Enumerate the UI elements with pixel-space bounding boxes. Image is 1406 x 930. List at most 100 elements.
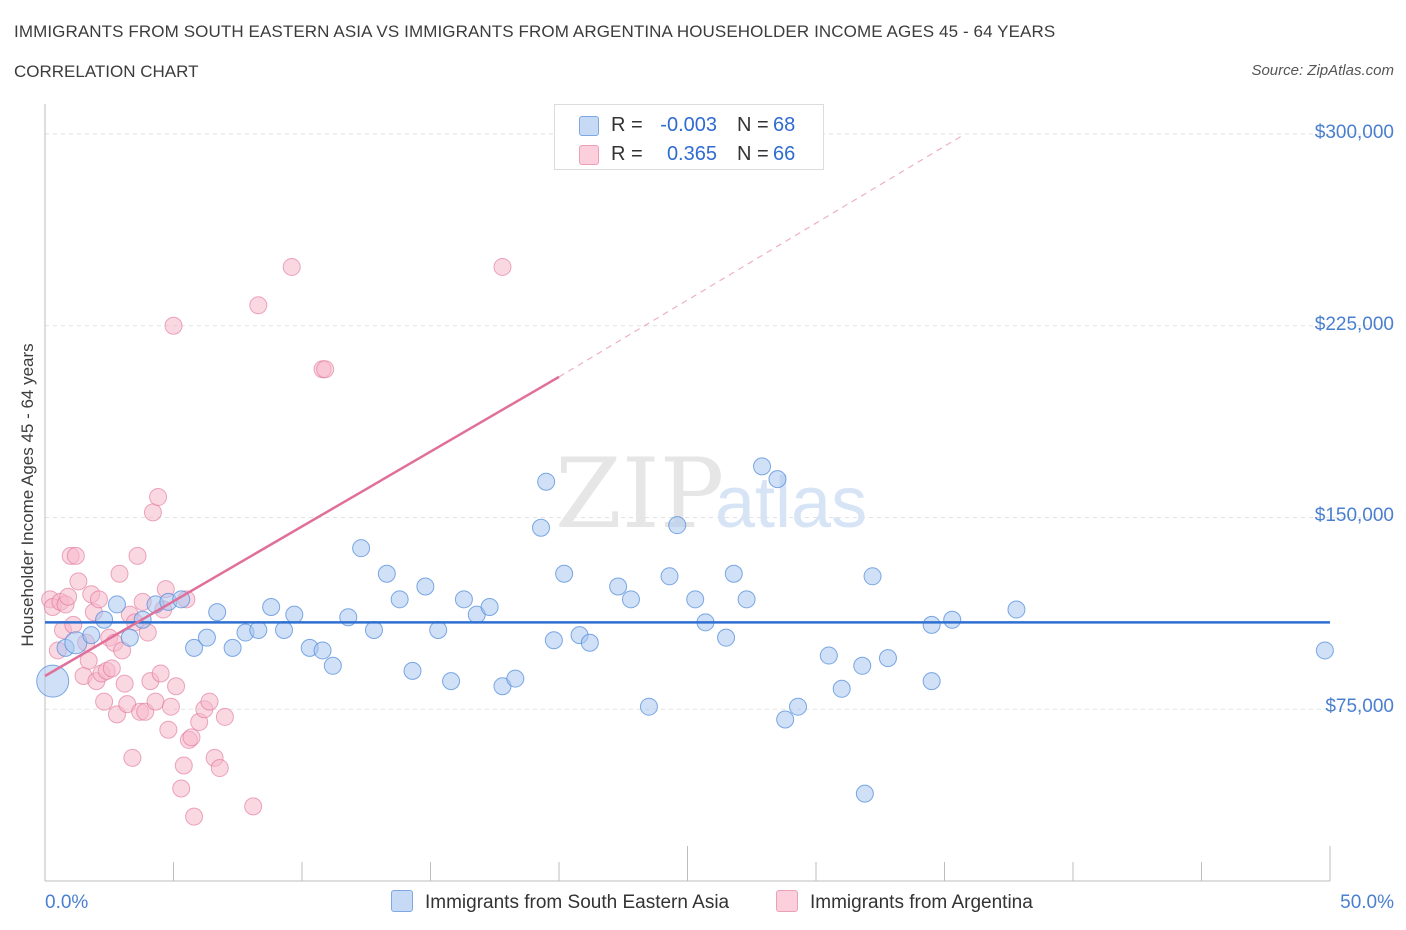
data-point-sea: [943, 610, 962, 629]
data-point-sea: [724, 564, 743, 583]
data-point-sea: [120, 628, 139, 647]
data-point-argentina: [200, 692, 219, 711]
data-point-sea: [819, 646, 838, 665]
data-point-argentina: [59, 587, 78, 606]
trend-lines: [44, 133, 1330, 678]
data-point-argentina: [164, 316, 183, 335]
data-point-sea: [555, 564, 574, 583]
data-point-sea: [313, 641, 332, 660]
legend-item-argentina: Immigrants from Argentina: [776, 890, 1033, 914]
data-point-argentina: [128, 546, 147, 565]
legend-row-sea: R = -0.003 N = 68: [555, 110, 823, 140]
data-point-sea: [717, 628, 736, 647]
y-tick-label: $75,000: [1325, 696, 1394, 717]
legend-swatch-argentina: [776, 890, 798, 912]
data-point-sea: [197, 628, 216, 647]
r-value: -0.003: [660, 114, 717, 136]
data-point-sea: [364, 620, 383, 639]
data-point-sea: [853, 656, 872, 675]
legend-swatch-sea: [579, 116, 599, 136]
data-point-argentina: [102, 659, 121, 678]
data-point-argentina: [493, 257, 512, 276]
data-point-argentina: [185, 807, 204, 826]
data-point-argentina: [64, 615, 83, 634]
data-point-argentina: [210, 759, 229, 778]
watermark-atlas: atlas: [715, 463, 867, 543]
data-point-sea: [390, 590, 409, 609]
data-point-argentina: [316, 360, 335, 379]
data-point-sea: [1315, 641, 1334, 660]
legend-swatch-argentina: [579, 145, 599, 165]
y-axis-label: Householder Income Ages 45 - 64 years: [18, 343, 37, 647]
data-point-argentina: [146, 692, 165, 711]
data-point-sea: [82, 626, 101, 645]
data-point-sea: [285, 605, 304, 624]
data-point-argentina: [249, 296, 268, 315]
data-point-argentina: [215, 707, 234, 726]
data-point-sea: [275, 620, 294, 639]
data-point-sea: [668, 516, 687, 535]
data-point-sea: [506, 669, 525, 688]
data-point-sea: [429, 620, 448, 639]
axes: [44, 104, 1331, 882]
data-point-argentina: [79, 651, 98, 670]
data-point-argentina: [69, 572, 88, 591]
data-point-sea: [223, 638, 242, 657]
y-tick-label: $150,000: [1314, 505, 1394, 526]
data-point-sea: [107, 595, 126, 614]
legend-label-sea: Immigrants from South Eastern Asia: [425, 892, 730, 913]
data-point-sea: [544, 631, 563, 650]
data-point-argentina: [89, 590, 108, 609]
data-point-argentina: [95, 692, 114, 711]
data-point-sea: [249, 620, 268, 639]
data-point-sea: [377, 564, 396, 583]
data-point-sea: [454, 590, 473, 609]
r-label: R =: [611, 143, 643, 165]
n-value: 68: [773, 114, 796, 136]
data-point-sea: [855, 784, 874, 803]
trend-line-argentina: [44, 375, 560, 678]
x-tick-label: 50.0%: [1340, 892, 1394, 913]
r-value: 0.365: [666, 143, 717, 165]
data-point-argentina: [159, 720, 178, 739]
legend-item-sea: Immigrants from South Eastern Asia: [391, 890, 729, 914]
chart-subtitle: CORRELATION CHART: [14, 62, 199, 81]
data-point-sea: [532, 518, 551, 537]
data-point-sea: [922, 672, 941, 691]
data-point-argentina: [174, 756, 193, 775]
data-point-argentina: [182, 728, 201, 747]
data-point-argentina: [172, 779, 191, 798]
data-point-sea: [753, 457, 772, 476]
data-point-sea: [639, 697, 658, 716]
n-label: N =: [737, 114, 769, 136]
data-point-sea: [832, 679, 851, 698]
data-point-argentina: [161, 697, 180, 716]
data-point-argentina: [66, 546, 85, 565]
data-point-sea: [660, 567, 679, 586]
data-point-sea: [621, 590, 640, 609]
data-point-argentina: [115, 674, 134, 693]
trend-line-argentina-extension: [558, 133, 966, 378]
data-point-argentina: [123, 748, 142, 767]
data-point-sea: [609, 577, 628, 596]
data-point-argentina: [244, 797, 263, 816]
data-point-sea: [416, 577, 435, 596]
correlation-legend: R = -0.003 N = 68 R = 0.365 N = 66: [554, 104, 824, 170]
data-point-argentina: [282, 257, 301, 276]
data-point-sea: [863, 567, 882, 586]
n-value: 66: [773, 143, 796, 165]
data-point-argentina: [149, 488, 168, 507]
data-point-sea: [403, 661, 422, 680]
data-point-sea: [776, 710, 795, 729]
data-point-sea: [208, 603, 227, 622]
data-point-sea: [352, 539, 371, 558]
data-point-sea: [737, 590, 756, 609]
data-point-sea: [1007, 600, 1026, 619]
data-point-sea: [95, 610, 114, 629]
legend-label-argentina: Immigrants from Argentina: [810, 892, 1033, 913]
x-tick-label: 0.0%: [45, 892, 89, 913]
data-point-sea: [768, 470, 787, 489]
data-point-sea: [442, 672, 461, 691]
data-point-sea: [686, 590, 705, 609]
